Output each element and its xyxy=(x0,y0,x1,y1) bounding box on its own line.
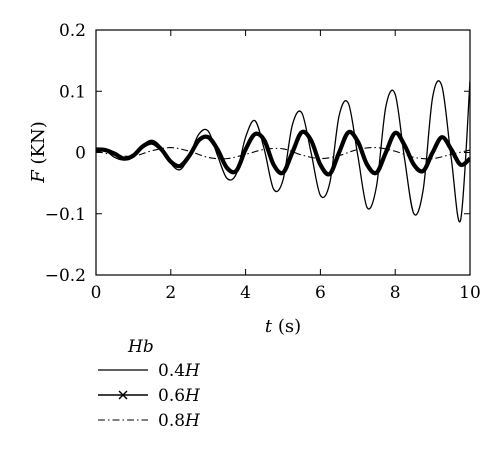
legend-label-0.8: 0.8H xyxy=(158,411,201,431)
y-tick-label: 0 xyxy=(75,144,86,164)
tick-labels: 0 2 4 6 8 10 −0.2 −0.1 0 0.1 0.2 xyxy=(45,21,481,303)
series-group xyxy=(96,80,470,223)
y-tick-label: 0.1 xyxy=(59,82,86,102)
series-line-0.8 xyxy=(96,146,470,160)
x-tick-label: 0 xyxy=(91,283,102,303)
y-tick-label: −0.1 xyxy=(45,205,86,225)
x-tick-label: 2 xyxy=(165,283,176,303)
x-tick-label: 8 xyxy=(390,283,401,303)
y-tick-label: −0.2 xyxy=(45,266,86,286)
legend-title: Hb xyxy=(127,337,154,357)
legend-label-0.6: 0.6H xyxy=(158,386,201,406)
x-tick-label: 6 xyxy=(315,283,326,303)
legend-marker-x xyxy=(118,390,128,400)
series-line-0.4 xyxy=(96,80,470,223)
x-axis-label: t (s) xyxy=(265,316,301,337)
legend: 0.4H 0.6H 0.8H xyxy=(98,361,201,431)
plot-frame xyxy=(95,29,471,276)
x-tick-label: 4 xyxy=(240,283,251,303)
legend-label-0.4: 0.4H xyxy=(158,361,201,381)
x-tick-label: 10 xyxy=(459,283,481,303)
y-axis-label: F (KN) xyxy=(28,121,49,183)
y-tick-label: 0.2 xyxy=(59,21,86,41)
axis-ticks xyxy=(95,29,471,276)
series-line-0.6 xyxy=(96,129,470,177)
